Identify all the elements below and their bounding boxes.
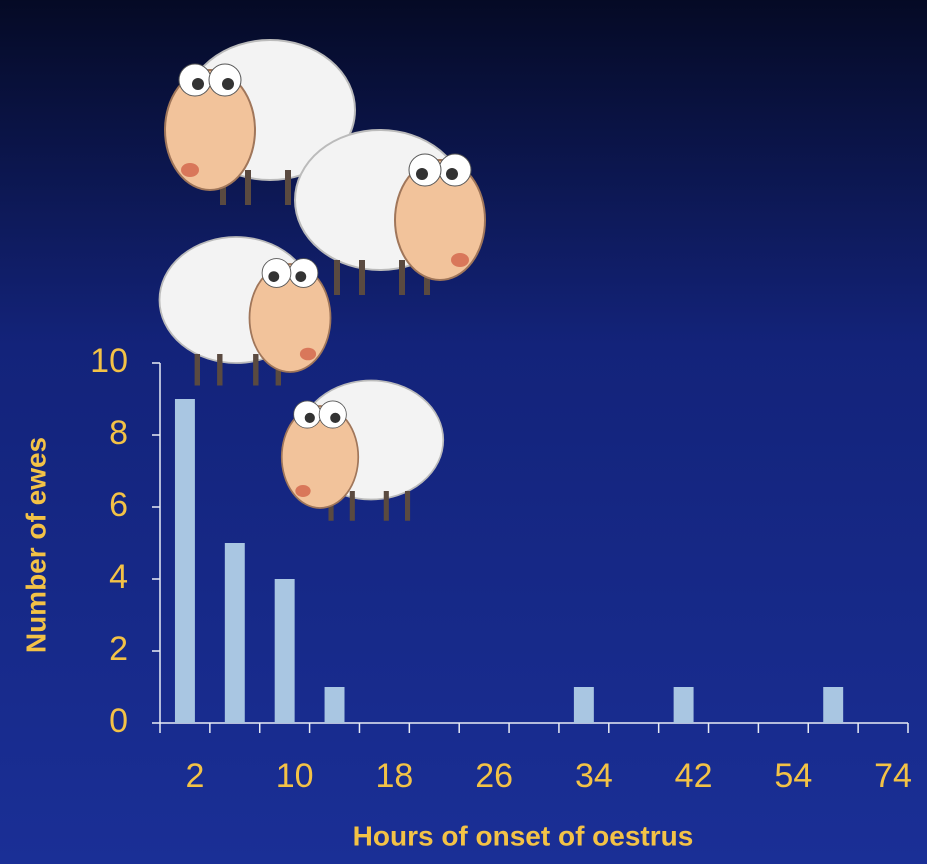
x-tick-label: 42: [675, 757, 713, 795]
y-tick-label: 10: [90, 342, 128, 380]
bar: [823, 687, 844, 723]
bar: [573, 687, 594, 723]
x-axis-title: Hours of onset of oestrus: [353, 820, 694, 851]
y-tick-label: 2: [109, 630, 128, 668]
x-tick-label: 2: [185, 757, 204, 795]
y-axis-title: Number of ewes: [20, 437, 51, 653]
y-tick-label: 0: [109, 702, 128, 740]
bar: [274, 579, 295, 723]
x-tick-label: 54: [774, 757, 812, 795]
bar: [224, 543, 245, 723]
x-tick-label: 34: [575, 757, 613, 795]
x-tick-label: 26: [475, 757, 513, 795]
x-tick-label: 74: [874, 757, 912, 795]
y-tick-label: 8: [109, 414, 128, 452]
bar: [673, 687, 694, 723]
bar: [324, 687, 345, 723]
bar: [174, 399, 195, 723]
y-tick-label: 6: [109, 486, 128, 524]
x-tick-label: 18: [375, 757, 413, 795]
y-tick-label: 4: [109, 558, 128, 596]
x-tick-label: 10: [276, 757, 314, 795]
